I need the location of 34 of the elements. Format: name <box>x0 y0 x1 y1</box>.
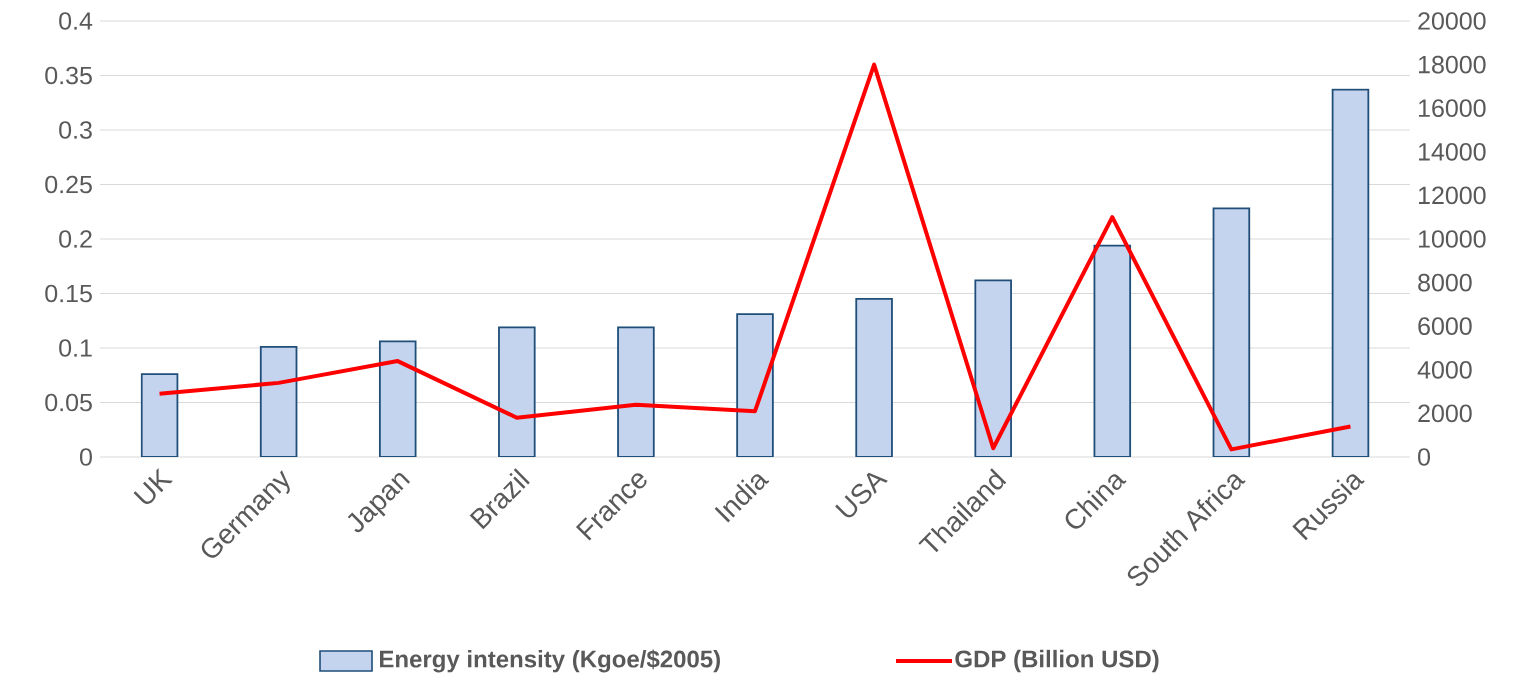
legend-label: Energy intensity (Kgoe/$2005) <box>380 649 720 673</box>
y2-tick-label: 4000 <box>1417 360 1472 379</box>
bar <box>140 373 179 457</box>
bar <box>498 326 536 457</box>
y2-tick-label: 2000 <box>1418 404 1472 423</box>
bar <box>1212 207 1251 457</box>
y2-tick-label: 6000 <box>1418 317 1472 336</box>
y2-tick-label: 20000 <box>1418 12 1486 30</box>
y-tick-label: 0.15 <box>45 284 92 303</box>
y-tick-label: 0.2 <box>59 230 92 248</box>
bar <box>1093 244 1132 457</box>
y2-tick-label: 14000 <box>1419 142 1486 161</box>
x-tick-label: USA <box>835 472 888 518</box>
line-series <box>157 62 1353 452</box>
legend-label: GDP (Billion USD) <box>955 649 1159 673</box>
bar <box>617 326 655 457</box>
y-tick-label: 0.05 <box>45 393 92 412</box>
y-tick-label: 0.3 <box>59 121 92 139</box>
y2-tick-label: 8000 <box>1418 273 1472 292</box>
y-tick-label: 0.35 <box>45 66 92 85</box>
y2-tick-label: 0 <box>1418 448 1431 466</box>
y-tick-label: 0.4 <box>59 12 93 30</box>
y2-tick-label: 10000 <box>1419 230 1486 248</box>
y-tick-label: 0.25 <box>45 175 92 194</box>
y2-tick-label: 12000 <box>1419 186 1486 205</box>
bar <box>855 298 893 457</box>
bar <box>378 340 417 457</box>
y2-tick-label: 16000 <box>1419 99 1486 118</box>
x-tick-label: UK <box>133 467 173 504</box>
y-tick-label: 0.1 <box>59 339 92 357</box>
bar <box>1331 88 1370 457</box>
bar <box>259 346 298 457</box>
y2-tick-label: 18000 <box>1419 55 1486 74</box>
y-tick-label: 0 <box>80 448 92 466</box>
